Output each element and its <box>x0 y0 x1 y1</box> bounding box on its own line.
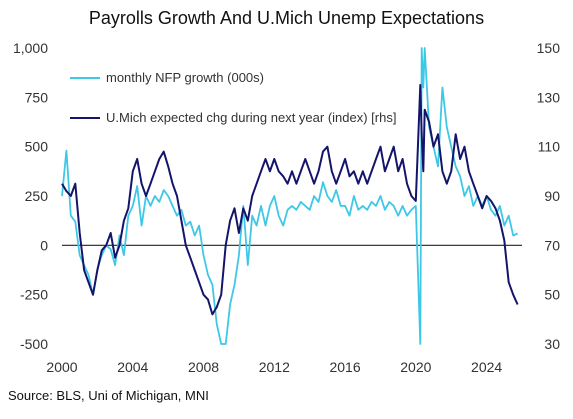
right-axis-tick-label: 50 <box>544 287 560 303</box>
x-axis-tick-label: 2008 <box>188 359 219 375</box>
source-note: Source: BLS, Uni of Michigan, MNI <box>8 388 209 403</box>
legend-label: monthly NFP growth (000s) <box>106 70 264 85</box>
x-axis-tick-label: 2020 <box>400 359 431 375</box>
left-axis-tick-label: 500 <box>25 139 49 155</box>
x-axis-tick-label: 2024 <box>471 359 502 375</box>
left-axis-tick-label: 750 <box>25 89 49 105</box>
series-line-nfp-growth <box>61 47 518 345</box>
legend-label: U.Mich expected chg during next year (in… <box>106 110 396 125</box>
right-axis-tick-label: 110 <box>538 139 561 155</box>
right-axis-tick-label: 90 <box>544 188 560 204</box>
x-axis-tick-label: 2016 <box>329 359 360 375</box>
left-axis-tick-label: 0 <box>40 237 48 253</box>
series-layer <box>61 47 519 345</box>
left-axis-tick-label: 250 <box>25 188 49 204</box>
left-axis-tick-label: -250 <box>20 287 48 303</box>
left-axis-tick-label: 1,000 <box>13 40 48 56</box>
chart-title: Payrolls Growth And U.Mich Unemp Expecta… <box>88 8 485 28</box>
x-axis-tick-label: 2000 <box>46 359 77 375</box>
right-axis-tick-label: 70 <box>544 237 560 253</box>
right-axis-tick-label: 150 <box>537 40 561 56</box>
right-axis-tick-label: 30 <box>544 336 560 352</box>
right-axis-tick-label: 130 <box>537 89 561 105</box>
x-axis-tick-label: 2004 <box>117 359 148 375</box>
legend: monthly NFP growth (000s) U.Mich expected… <box>70 70 396 125</box>
series-line-umich-expectations <box>61 84 519 316</box>
axis-labels-layer: -500 -250 0 250 500 750 1,000 30 50 70 90 110 130 150… <box>13 40 560 375</box>
left-axis-tick-label: -500 <box>20 336 48 352</box>
x-axis-tick-label: 2012 <box>259 359 290 375</box>
